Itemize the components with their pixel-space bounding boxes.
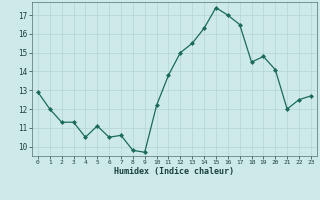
- X-axis label: Humidex (Indice chaleur): Humidex (Indice chaleur): [115, 167, 234, 176]
